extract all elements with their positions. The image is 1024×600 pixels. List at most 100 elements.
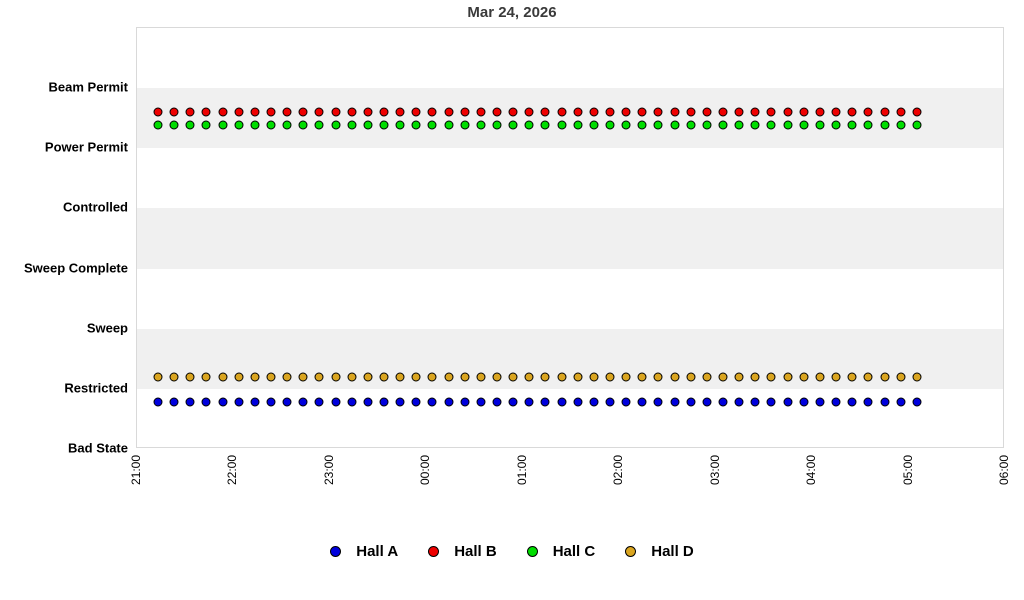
data-point-hall-a <box>411 397 421 407</box>
data-point-hall-c <box>734 120 744 130</box>
data-point-hall-c <box>201 120 211 130</box>
x-axis-label: 23:00 <box>321 455 336 486</box>
data-point-hall-d <box>363 372 373 382</box>
data-point-hall-c <box>153 120 163 130</box>
data-point-hall-c <box>476 120 486 130</box>
legend: Hall A Hall B Hall C Hall D <box>0 543 1024 560</box>
data-point-hall-b <box>347 107 357 117</box>
data-point-hall-d <box>783 372 793 382</box>
data-point-hall-a <box>653 397 663 407</box>
data-point-hall-b <box>266 107 276 117</box>
data-point-hall-b <box>863 107 873 117</box>
data-point-hall-d <box>702 372 712 382</box>
x-axis-label: 06:00 <box>997 455 1011 486</box>
data-point-hall-a <box>282 397 292 407</box>
legend-label: Hall B <box>454 543 497 560</box>
data-point-hall-b <box>815 107 825 117</box>
x-axis-label: 22:00 <box>225 455 240 486</box>
data-point-hall-c <box>266 120 276 130</box>
data-point-hall-a <box>896 397 906 407</box>
data-point-hall-d <box>831 372 841 382</box>
data-point-hall-b <box>314 107 324 117</box>
data-point-hall-d <box>444 372 454 382</box>
data-point-hall-d <box>524 372 534 382</box>
data-point-hall-d <box>460 372 470 382</box>
data-point-hall-b <box>734 107 744 117</box>
data-point-hall-c <box>589 120 599 130</box>
data-point-hall-a <box>379 397 389 407</box>
data-point-hall-a <box>831 397 841 407</box>
data-point-hall-d <box>766 372 776 382</box>
data-point-hall-b <box>670 107 680 117</box>
data-point-hall-c <box>524 120 534 130</box>
data-point-hall-a <box>750 397 760 407</box>
data-point-hall-c <box>702 120 712 130</box>
data-point-hall-d <box>492 372 502 382</box>
data-point-hall-c <box>411 120 421 130</box>
data-point-hall-a <box>670 397 680 407</box>
data-point-hall-d <box>218 372 228 382</box>
data-point-hall-a <box>347 397 357 407</box>
x-axis-label: 00:00 <box>418 455 433 486</box>
data-point-hall-d <box>637 372 647 382</box>
data-point-hall-b <box>395 107 405 117</box>
data-point-hall-d <box>912 372 922 382</box>
data-point-hall-b <box>492 107 502 117</box>
data-point-hall-a <box>573 397 583 407</box>
data-point-hall-d <box>331 372 341 382</box>
legend-label: Hall D <box>651 543 694 560</box>
data-point-hall-a <box>637 397 647 407</box>
data-point-hall-c <box>444 120 454 130</box>
data-point-hall-c <box>363 120 373 130</box>
legend-item-hall-a: Hall A <box>330 543 398 560</box>
data-point-hall-a <box>266 397 276 407</box>
data-point-hall-b <box>169 107 179 117</box>
data-point-hall-d <box>557 372 567 382</box>
data-point-hall-d <box>573 372 583 382</box>
data-point-hall-d <box>540 372 550 382</box>
data-point-hall-b <box>702 107 712 117</box>
data-point-hall-d <box>427 372 437 382</box>
data-point-hall-d <box>347 372 357 382</box>
data-point-hall-d <box>411 372 421 382</box>
data-point-hall-c <box>460 120 470 130</box>
data-point-hall-d <box>670 372 680 382</box>
data-point-hall-b <box>605 107 615 117</box>
data-point-hall-c <box>540 120 550 130</box>
legend-marker-icon <box>330 546 342 557</box>
data-point-hall-d <box>201 372 211 382</box>
legend-item-hall-d: Hall D <box>625 543 694 560</box>
data-point-hall-b <box>589 107 599 117</box>
data-point-hall-d <box>298 372 308 382</box>
data-point-hall-d <box>234 372 244 382</box>
data-point-hall-c <box>314 120 324 130</box>
data-point-hall-a <box>185 397 195 407</box>
data-point-hall-a <box>557 397 567 407</box>
data-point-hall-c <box>766 120 776 130</box>
data-point-hall-b <box>444 107 454 117</box>
data-point-hall-d <box>718 372 728 382</box>
data-point-hall-a <box>863 397 873 407</box>
data-point-hall-a <box>880 397 889 407</box>
plot-area <box>136 27 1004 448</box>
data-point-hall-a <box>702 397 712 407</box>
grid-band <box>137 328 1003 389</box>
data-point-hall-c <box>653 120 663 130</box>
data-point-hall-c <box>815 120 825 130</box>
data-point-hall-b <box>508 107 518 117</box>
data-point-hall-a <box>524 397 534 407</box>
data-point-hall-d <box>153 372 163 382</box>
y-axis-label: Bad State <box>68 440 128 456</box>
data-point-hall-c <box>185 120 195 130</box>
data-point-hall-d <box>880 372 889 382</box>
data-point-hall-c <box>847 120 857 130</box>
data-point-hall-d <box>750 372 760 382</box>
data-point-hall-b <box>880 107 889 117</box>
x-axis-label: 02:00 <box>611 455 626 486</box>
data-point-hall-d <box>169 372 179 382</box>
data-point-hall-c <box>686 120 696 130</box>
data-point-hall-c <box>670 120 680 130</box>
data-point-hall-b <box>831 107 841 117</box>
data-point-hall-b <box>331 107 341 117</box>
data-point-hall-d <box>815 372 825 382</box>
